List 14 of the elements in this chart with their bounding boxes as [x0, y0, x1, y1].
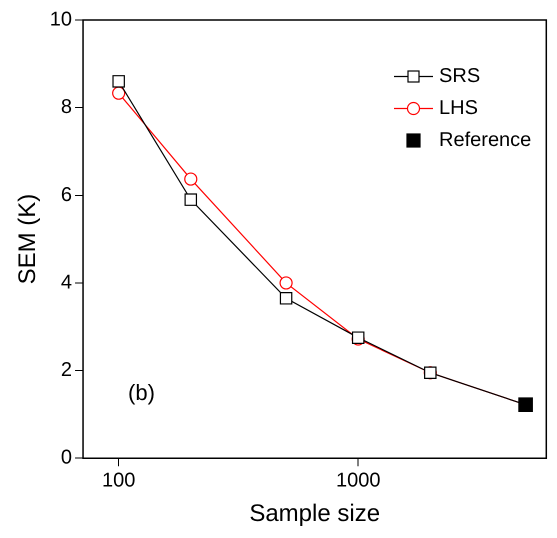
legend-label: Reference [439, 128, 532, 152]
x-axis-title: Sample size [249, 500, 380, 528]
y-tick-label: 10 [50, 8, 72, 31]
legend-label: LHS [439, 96, 478, 120]
y-tick-label: 2 [60, 359, 72, 382]
y-tick-label: 6 [60, 184, 72, 206]
y-axis-title: SEM (K) [14, 194, 42, 284]
y-tick-label: 8 [60, 96, 72, 118]
x-tick-label: 100 [102, 470, 136, 492]
y-tick-label: 4 [60, 271, 72, 294]
annotation: (b) [128, 380, 155, 406]
y-tick-label: 0 [60, 446, 72, 469]
x-tick-label: 1000 [336, 470, 380, 492]
legend-label: SRS [439, 64, 480, 88]
